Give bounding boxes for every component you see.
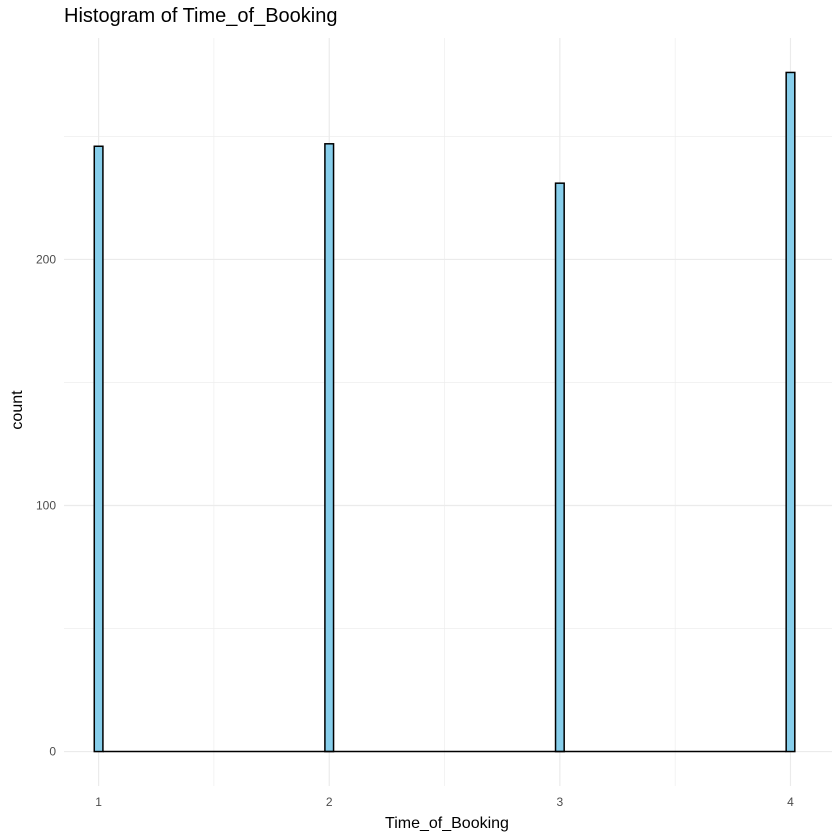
histogram-bar xyxy=(785,71,796,753)
y-tick-label: 100 xyxy=(36,499,56,513)
y-axis-title: count xyxy=(9,390,26,430)
y-tick-label: 200 xyxy=(36,252,56,266)
y-tick-label: 0 xyxy=(49,745,56,759)
chart-title: Histogram of Time_of_Booking xyxy=(64,5,338,27)
histogram-bar xyxy=(554,182,565,753)
x-tick-label: 4 xyxy=(787,795,794,809)
x-tick-label: 2 xyxy=(326,795,333,809)
x-tick-label: 1 xyxy=(95,795,102,809)
x-axis-title: Time_of_Booking xyxy=(385,815,509,832)
x-tick-labels: 1 2 3 4 xyxy=(95,795,794,809)
grid-major-lines xyxy=(64,38,832,786)
histogram-bar xyxy=(324,143,335,753)
y-tick-labels: 0 100 200 xyxy=(36,252,56,758)
x-tick-label: 3 xyxy=(557,795,564,809)
histogram-bar xyxy=(93,145,104,753)
grid-minor-lines xyxy=(64,38,832,786)
bars xyxy=(93,71,796,753)
